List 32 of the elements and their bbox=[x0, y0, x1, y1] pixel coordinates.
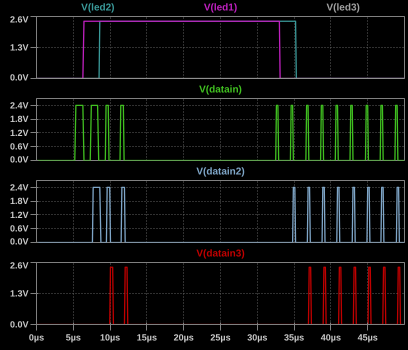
y-tick-label: 1.3V bbox=[10, 42, 28, 52]
y-tick-label: 2.6V bbox=[10, 14, 28, 24]
x-tick-label: 20µs bbox=[174, 332, 194, 342]
x-tick-label: 35µs bbox=[284, 332, 304, 342]
x-tick-label: 30µs bbox=[247, 332, 268, 342]
y-tick-label: 2.4V bbox=[10, 182, 28, 192]
y-tick-label: 2.6V bbox=[10, 260, 28, 270]
x-tick-label: 15µs bbox=[136, 332, 157, 342]
x-tick-label: 5µs bbox=[66, 332, 81, 342]
text: V(datain3) bbox=[196, 248, 245, 260]
series-label: V(led2) bbox=[81, 2, 115, 14]
y-tick-label: 2.4V bbox=[10, 100, 28, 110]
y-tick-label: 0.6V bbox=[10, 224, 28, 234]
text: V(datain) bbox=[199, 84, 242, 96]
y-tick-label: 1.2V bbox=[10, 128, 28, 138]
y-tick-label: 1.8V bbox=[10, 114, 28, 124]
text: V(datain2) bbox=[196, 166, 245, 178]
x-tick-label: 10µs bbox=[100, 332, 120, 342]
x-tick-label: 0µs bbox=[28, 332, 44, 342]
x-tick-label: 45µs bbox=[358, 332, 378, 342]
text: V(led3) bbox=[326, 2, 360, 14]
x-tick-label: 25µs bbox=[210, 332, 231, 342]
y-tick-label: 1.3V bbox=[10, 288, 28, 298]
y-tick-label: 0.0V bbox=[10, 154, 28, 164]
x-tick-label: 40µs bbox=[320, 332, 341, 342]
y-tick-label: 0.6V bbox=[10, 142, 28, 152]
y-tick-label: 0.0V bbox=[10, 320, 28, 330]
series-label: V(led1) bbox=[204, 2, 238, 14]
y-tick-label: 0.0V bbox=[10, 72, 28, 82]
y-tick-label: 1.8V bbox=[10, 196, 28, 206]
y-tick-label: 1.2V bbox=[10, 210, 28, 220]
y-tick-label: 0.0V bbox=[10, 236, 28, 246]
